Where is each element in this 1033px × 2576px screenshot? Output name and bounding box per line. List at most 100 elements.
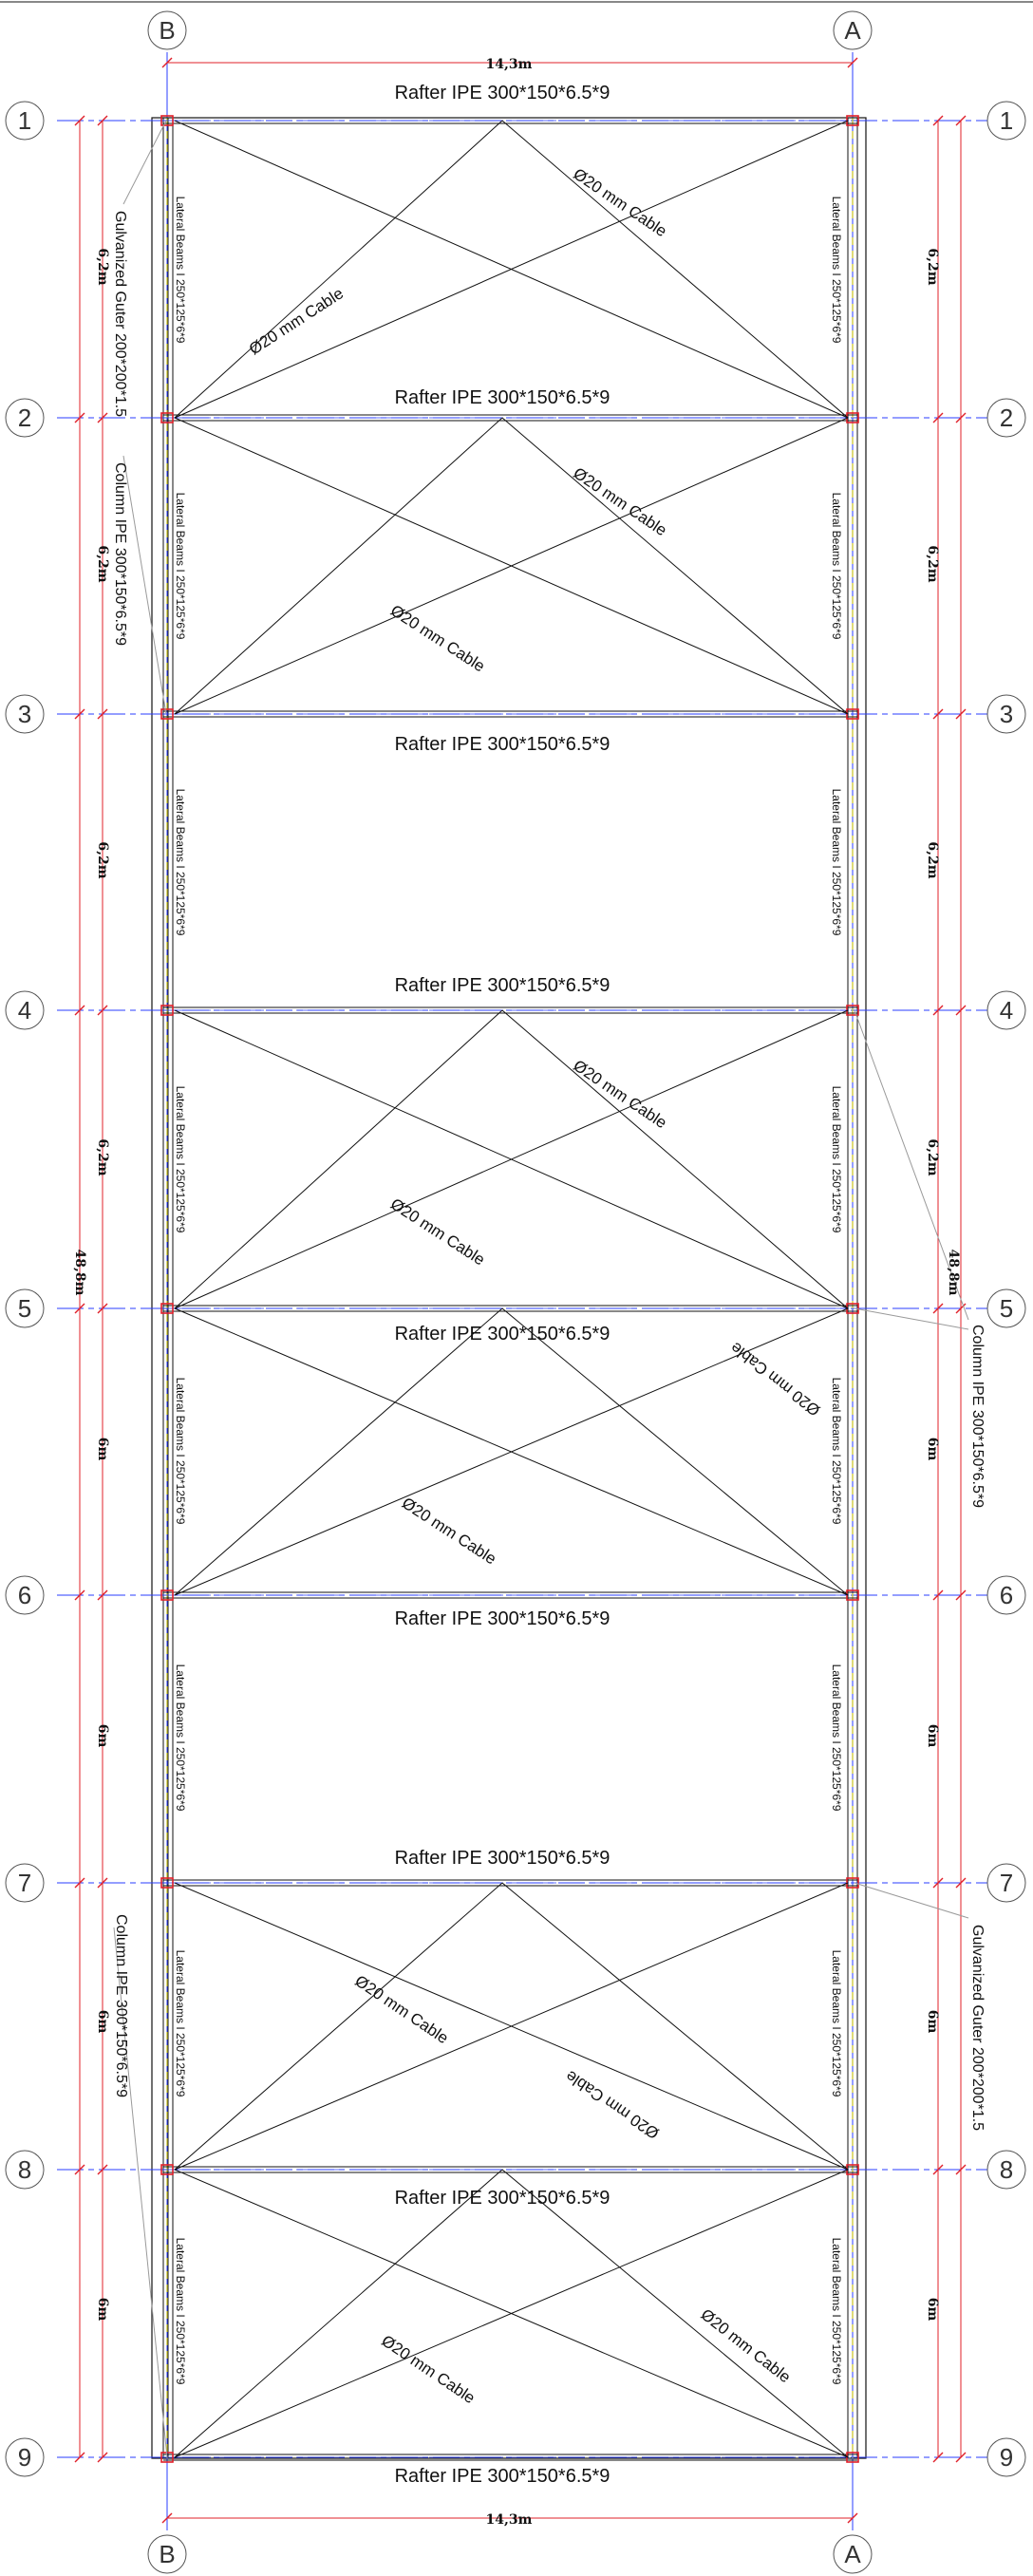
row-bubble-left-circle — [5, 1288, 45, 1328]
cable-line — [174, 1882, 849, 2171]
column-callout-left-bottom: Column IPE 300*150*6.5*9 — [113, 1914, 129, 2097]
column-callout-right: Column IPE 300*150*6.5*9 — [969, 1325, 986, 1508]
column-node — [160, 2164, 174, 2175]
column-node — [160, 412, 174, 423]
lateral-beam-label: Lateral Beams I 250*125*6*9 — [174, 2238, 187, 2385]
lateral-beam-label: Lateral Beams I 250*125*6*9 — [174, 789, 187, 936]
row-bubble-right-circle — [986, 2437, 1026, 2477]
column-bubble-label: B — [159, 16, 175, 45]
cable-line — [174, 120, 503, 419]
dimension-tick — [97, 2452, 108, 2463]
rafter-label: Rafter IPE 300*150*6.5*9 — [395, 83, 610, 103]
dimension-tick — [74, 1303, 85, 1314]
lateral-beam-label: Lateral Beams I 250*125*6*9 — [174, 197, 187, 344]
dimension-tick — [74, 115, 85, 126]
cable-line — [174, 1009, 849, 1309]
dimension-tick — [97, 708, 108, 720]
row-bubble-left-circle — [5, 990, 45, 1030]
dimension-tick — [847, 57, 858, 68]
cable-line — [501, 120, 849, 419]
dimension-tick — [97, 1303, 108, 1314]
dimension-tick — [97, 1877, 108, 1889]
cable-label: Ø20 mm Cable — [727, 1339, 824, 1420]
dimension-tick — [932, 1005, 944, 1016]
grid-bubbles: 1 1 2 2 3 3 4 4 5 5 6 6 7 7 8 8 9 9 B A B A — [5, 10, 1026, 2574]
bay-dimension-right: 6m — [925, 1438, 940, 1461]
lateral-beam-label: Lateral Beams I 250*125*6*9 — [830, 789, 843, 936]
column-node — [160, 1877, 174, 1889]
lateral-beam-label: Lateral Beams I 250*125*6*9 — [174, 1664, 187, 1812]
bay-dimension-right: 6,2m — [925, 248, 940, 285]
cable-label: Ø20 mm Cable — [697, 2305, 794, 2386]
lateral-beam-label: Lateral Beams I 250*125*6*9 — [830, 1378, 843, 1525]
dimension-tick — [97, 1589, 108, 1601]
column-bubble-circle — [147, 2534, 187, 2574]
column-bubble-label: A — [844, 16, 861, 45]
cable-line — [174, 2169, 503, 2458]
row-bubble-right-label: 8 — [1000, 2155, 1013, 2184]
cable-label: Ø20 mm Cable — [570, 165, 669, 241]
bay-dimension-right: 6,2m — [925, 841, 940, 878]
column-bubble-circle — [833, 10, 873, 50]
row-bubble-right-circle — [986, 101, 1026, 141]
dimension-tick — [74, 1877, 85, 1889]
dimension-tick — [97, 412, 108, 423]
dimension-texts: 14,3m 14,3m 48,8m 48,8m 6,2m 6,2m 6,2m 6… — [72, 57, 961, 2528]
row-bubble-right-label: 6 — [1000, 1581, 1013, 1609]
rafter-label: Rafter IPE 300*150*6.5*9 — [395, 1608, 610, 1629]
cable-line — [174, 417, 503, 715]
bay-dimension-left: 6,2m — [95, 841, 110, 878]
dimension-tick — [74, 1005, 85, 1016]
rafter-label: Rafter IPE 300*150*6.5*9 — [395, 1324, 610, 1344]
dimension-tick — [932, 412, 944, 423]
row-bubble-right-label: 5 — [1000, 1294, 1013, 1323]
cable-line — [501, 2169, 849, 2458]
cable-line — [501, 1009, 849, 1309]
cable-labels: Ø20 mm Cable Ø20 mm Cable Ø20 mm Cable Ø… — [246, 165, 824, 2408]
row-bubble-left-label: 4 — [18, 996, 31, 1025]
row-bubble-right-label: 1 — [1000, 106, 1013, 135]
bay-dimension-left: 6m — [95, 1724, 110, 1748]
cable-label: Ø20 mm Cable — [399, 1494, 499, 1568]
row-bubble-right-circle — [986, 1288, 1026, 1328]
cable-line — [174, 2169, 849, 2458]
leader-line — [854, 1307, 969, 1330]
dimension-tick — [74, 412, 85, 423]
row-bubble-left-circle — [5, 398, 45, 438]
dimension-tick — [955, 708, 967, 720]
dimension-tick — [97, 115, 108, 126]
bay-dimension-right: 6m — [925, 1724, 940, 1748]
lateral-beam-label: Lateral Beams I 250*125*6*9 — [174, 1378, 187, 1525]
column-node — [160, 115, 174, 126]
dimension-tick — [955, 115, 967, 126]
cable-line — [174, 1009, 503, 1309]
leader-line — [113, 1927, 168, 2458]
column-bubble-circle — [147, 10, 187, 50]
cable-label: Ø20 mm Cable — [351, 1972, 451, 2048]
lateral-beam-label: Lateral Beams I 250*125*6*9 — [830, 1086, 843, 1233]
row-bubble-right-circle — [986, 694, 1026, 734]
lateral-beam-label: Lateral Beams I 250*125*6*9 — [174, 1950, 187, 2097]
bay-dimension-left: 6m — [95, 1438, 110, 1461]
dimension-tick — [955, 2452, 967, 2463]
rafter-label: Rafter IPE 300*150*6.5*9 — [395, 1848, 610, 1869]
cable-label: Ø20 mm Cable — [570, 464, 669, 540]
cable-label: Ø20 mm Cable — [387, 601, 488, 675]
bay-dimension-right: 6,2m — [925, 545, 940, 582]
lateral-beam-label: Lateral Beams I 250*125*6*9 — [830, 1664, 843, 1812]
dimension-tick — [955, 1589, 967, 1601]
rafter-label: Rafter IPE 300*150*6.5*9 — [395, 975, 610, 996]
row-bubble-right-label: 9 — [1000, 2443, 1013, 2472]
lateral-beam-label: Lateral Beams I 250*125*6*9 — [830, 493, 843, 640]
total-length-right: 48,8m — [946, 1250, 961, 1296]
cable-label: Ø20 mm Cable — [246, 284, 347, 358]
leader-line — [854, 1009, 969, 1321]
row-bubble-left-label: 3 — [18, 700, 31, 728]
dimension-tick — [74, 2452, 85, 2463]
bay-dimension-right: 6m — [925, 2010, 940, 2034]
cable-line — [174, 120, 849, 419]
bay-dimension-left: 6,2m — [95, 545, 110, 582]
lateral-beam-label: Lateral Beams I 250*125*6*9 — [830, 1950, 843, 2097]
row-bubble-right-circle — [986, 2150, 1026, 2190]
bay-dimension-right: 6m — [925, 2298, 940, 2322]
